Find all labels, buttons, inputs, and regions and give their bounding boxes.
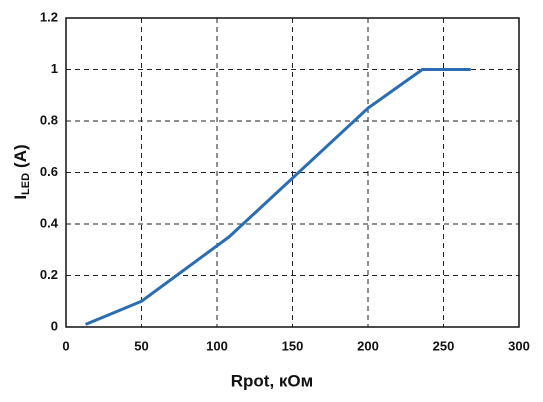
y-axis-title-main: I <box>11 195 30 200</box>
y-axis-title-subscript: LED <box>20 173 32 195</box>
x-axis-title: Rpot, кОм <box>231 371 313 390</box>
y-tick-label: 0 <box>51 318 58 333</box>
y-tick-label: 0.2 <box>40 267 58 282</box>
data-line <box>85 68 471 326</box>
y-tick-label: 1.2 <box>40 9 58 24</box>
x-tick-label: 100 <box>206 338 228 353</box>
y-tick-label: 0.8 <box>40 112 58 127</box>
x-tick-label: 50 <box>134 338 148 353</box>
x-tick-label: 0 <box>62 338 69 353</box>
y-tick-label: 0.6 <box>40 164 58 179</box>
y-axis-title: ILED (A) <box>11 144 31 199</box>
x-tick-label: 250 <box>433 338 455 353</box>
y-axis-title-unit: (A) <box>11 144 30 168</box>
x-tick-label: 200 <box>357 338 379 353</box>
x-tick-label: 150 <box>282 338 304 353</box>
x-tick-label: 300 <box>508 338 530 353</box>
plot-frame <box>65 17 520 328</box>
y-tick-label: 0.4 <box>40 215 59 230</box>
y-tick-label: 1 <box>51 61 58 76</box>
